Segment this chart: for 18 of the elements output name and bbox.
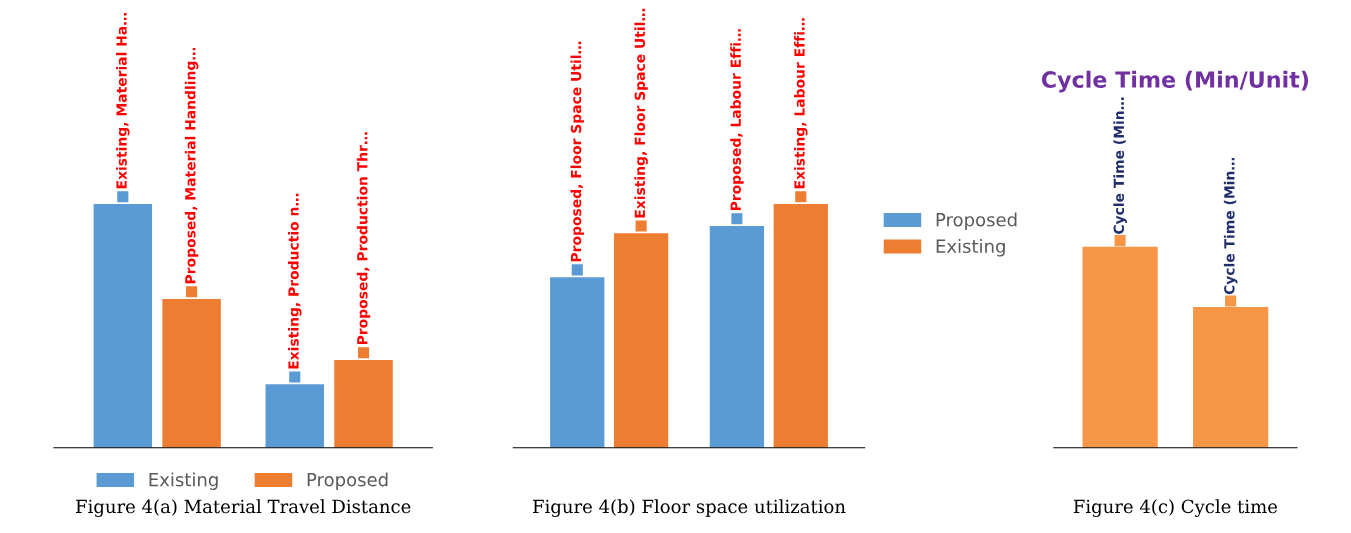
- annotation: Proposed, Labour Effi…: [730, 29, 744, 211]
- annotation: Proposed, Floor Space Util…: [570, 41, 584, 262]
- legend-label: Existing: [936, 239, 1005, 257]
- annotation: Cycle Time (Min…: [1113, 97, 1127, 234]
- chart-title: Cycle Time (Min/Unit): [1041, 70, 1309, 93]
- annotation: Existing, Productio n…: [287, 193, 302, 369]
- legend-label: Existing: [149, 472, 218, 490]
- caption: Figure 4(b) Floor space utilization: [533, 499, 846, 518]
- annotation: Proposed, Production Thr…: [356, 132, 371, 345]
- annotation: Cycle Time (Min…: [1223, 157, 1238, 295]
- annotation: Existing, Material Ha…: [116, 13, 130, 189]
- legend-label: Proposed: [936, 212, 1017, 231]
- caption: Figure 4(a) Material Travel Distance: [76, 499, 411, 518]
- legend-label: Proposed: [307, 472, 388, 490]
- annotation: Existing, Labour Effi…: [794, 18, 808, 189]
- annotation: Proposed, Material Handling…: [184, 47, 199, 284]
- annotation: Existing, Floor Space Util…: [634, 8, 648, 218]
- caption: Figure 4(c) Cycle time: [1073, 499, 1278, 518]
